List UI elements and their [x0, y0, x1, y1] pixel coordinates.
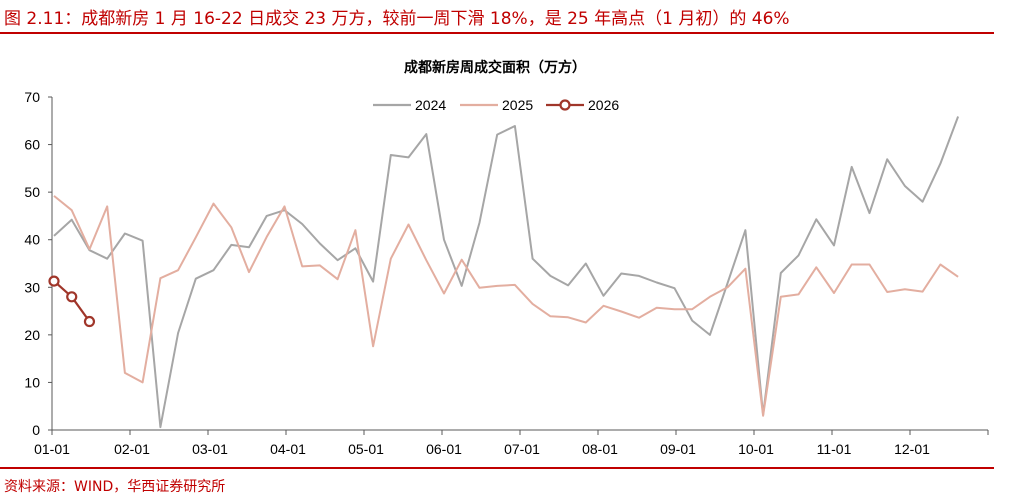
source-note: 资料来源：WIND，华西证券研究所	[4, 479, 226, 495]
source-divider	[0, 467, 994, 469]
figure-title: 图 2.11：成都新房 1 月 16-22 日成交 23 万方，较前一周下滑 1…	[4, 9, 790, 29]
x-tick-label: 06-01	[426, 441, 462, 457]
title-divider	[0, 32, 994, 34]
x-tick-label: 03-01	[192, 441, 228, 457]
chart-title: 成都新房周成交面积（万方）	[404, 59, 586, 75]
y-tick-label: 10	[24, 374, 40, 390]
legend-label-2025: 2025	[502, 97, 533, 113]
y-tick-label: 60	[24, 137, 40, 153]
data-point-2026	[66, 291, 78, 303]
x-tick-label: 12-01	[894, 441, 930, 457]
y-tick-label: 70	[24, 89, 40, 105]
y-tick-label: 0	[32, 422, 40, 438]
x-tick-label: 07-01	[504, 441, 540, 457]
x-tick-label: 10-01	[738, 441, 774, 457]
x-tick-label: 09-01	[660, 441, 696, 457]
x-tick-label: 08-01	[582, 441, 618, 457]
legend: 2024 2025 2026	[373, 97, 619, 113]
x-tick-label: 01-01	[34, 441, 70, 457]
legend-label-2026: 2026	[588, 97, 619, 113]
series-line-2024	[53, 116, 960, 429]
legend-marker-2026	[559, 99, 571, 111]
x-axis: 01-01 02-01 03-01 04-01 05-01 06-01 07-01 08-01…	[34, 429, 989, 457]
legend-label-2024: 2024	[415, 97, 446, 113]
x-tick-label: 11-01	[817, 441, 852, 457]
y-axis: 0 10 20 30 40 50 60 70	[24, 89, 53, 438]
y-tick-label: 30	[24, 279, 40, 295]
data-point-2026	[83, 315, 96, 328]
x-tick-label: 02-01	[114, 441, 150, 457]
x-tick-label: 05-01	[348, 441, 384, 457]
series-line-2025	[53, 195, 959, 417]
y-tick-label: 40	[24, 232, 40, 248]
plot-area	[48, 116, 960, 429]
y-tick-label: 20	[24, 327, 40, 343]
y-tick-label: 50	[24, 184, 40, 200]
x-tick-label: 04-01	[270, 441, 306, 457]
data-point-2026	[48, 275, 60, 287]
